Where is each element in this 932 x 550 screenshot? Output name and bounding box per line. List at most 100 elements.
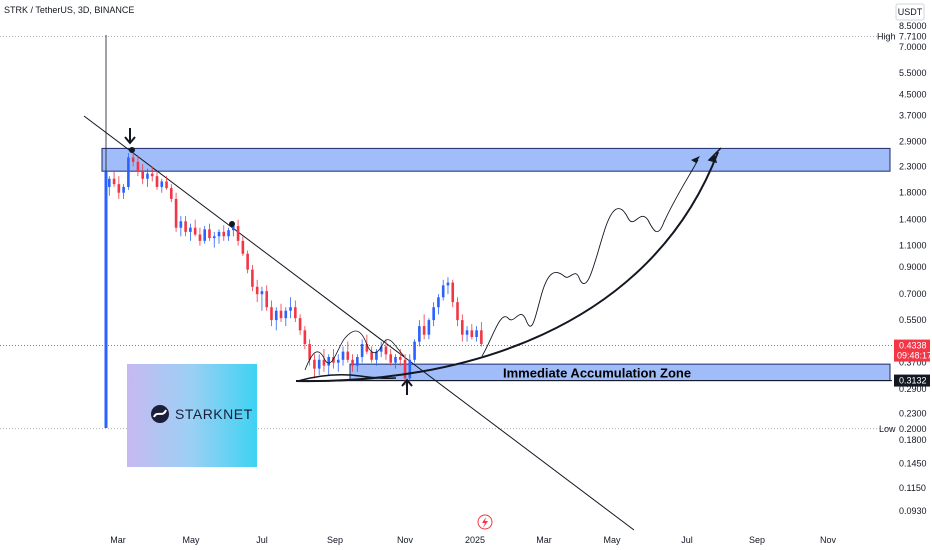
- price-tick-label: 0.5500: [899, 315, 927, 325]
- projection-arc[interactable]: [295, 151, 719, 383]
- candle-body: [127, 157, 130, 187]
- candle-body: [289, 307, 292, 311]
- price-tick-label: 1.1000: [899, 241, 927, 251]
- candle-body: [365, 344, 369, 352]
- currency-button[interactable]: [895, 3, 925, 21]
- price-tick-label: 0.2900: [899, 384, 927, 394]
- candle-countdown: 09:48:17: [897, 351, 932, 361]
- price-tick-label: 7.0000: [899, 42, 927, 52]
- currency-label: USDT: [898, 7, 923, 17]
- candle-body: [155, 176, 159, 187]
- descending-trendline[interactable]: [83, 115, 635, 531]
- candle-body: [384, 346, 388, 355]
- candle-body: [112, 178, 116, 185]
- candle-body: [198, 234, 202, 241]
- starknet-logo-swoosh: [153, 409, 167, 418]
- candle-body: [279, 310, 283, 319]
- candle-body: [208, 229, 211, 239]
- candle-body: [246, 253, 249, 270]
- candle-body: [265, 291, 269, 308]
- price-tick-label: 0.0930: [899, 506, 927, 516]
- time-axis: Mar May Jul Sep Nov 2025 Mar May Jul Sep Nov: [110, 535, 836, 545]
- candle-body: [327, 357, 331, 366]
- candle-body: [150, 173, 154, 177]
- candle-body: [379, 346, 383, 352]
- candle-body: [313, 359, 316, 369]
- current-price-value: 0.4338: [899, 341, 927, 351]
- candle-body: [336, 359, 340, 363]
- candle-body: [422, 326, 426, 335]
- time-tick-label: 2025: [465, 535, 485, 545]
- candle-body: [437, 297, 440, 308]
- bottom-arrow-icon: [401, 378, 413, 395]
- candle-body: [427, 320, 431, 335]
- high-label: High: [877, 31, 896, 41]
- top-pivot-dot: [129, 147, 135, 153]
- price-tick-label: 0.7000: [899, 289, 927, 299]
- price-axis: 8.5000 7.0000 5.5000 4.5000 3.7000 2.9000 2.30…: [899, 21, 927, 516]
- time-tick-label: May: [182, 535, 200, 545]
- symbol-header[interactable]: STRK / TetherUS, 3D, BINANCE: [4, 5, 134, 15]
- candle-body: [451, 282, 455, 303]
- price-tick-label: 0.2300: [899, 409, 927, 419]
- candle-body: [179, 221, 183, 228]
- starknet-logo-text: STARKNET: [175, 406, 253, 422]
- candle-body: [184, 221, 187, 232]
- price-tick-label: 0.1800: [899, 435, 927, 445]
- top-arrow-icon: [124, 128, 136, 145]
- candle-body: [441, 285, 445, 298]
- candle-body: [165, 181, 168, 189]
- resistance-zone[interactable]: [101, 147, 891, 172]
- projected-path: [481, 159, 699, 357]
- candle-body: [141, 171, 144, 179]
- projection-arc-arrowhead: [707, 147, 722, 164]
- time-tick-label: Jul: [681, 535, 693, 545]
- candle-body: [308, 344, 311, 360]
- time-tick-label: Jul: [256, 535, 268, 545]
- low-label: Low: [879, 424, 896, 434]
- chart-background: [0, 0, 892, 550]
- price-tick-label: 4.5000: [899, 89, 927, 99]
- lower-high-dot: [229, 221, 235, 227]
- candle-body: [470, 330, 474, 337]
- candle-body: [160, 181, 164, 187]
- candle-body: [222, 231, 226, 237]
- candle-body: [303, 330, 307, 345]
- price-tick-label: 5.5000: [899, 68, 927, 78]
- starknet-logo-card: [127, 364, 257, 467]
- candle-body: [117, 184, 121, 193]
- candle-body: [122, 186, 125, 193]
- candle-body: [403, 359, 407, 379]
- low-value: 0.2000: [899, 424, 927, 434]
- time-tick-label: Sep: [327, 535, 343, 545]
- candle-body: [332, 357, 335, 363]
- candle-body: [212, 236, 216, 239]
- candle-body: [480, 330, 483, 345]
- candle-body: [389, 354, 393, 363]
- candle-body: [255, 286, 259, 295]
- price-tick-label: 8.5000: [899, 21, 927, 31]
- candle-body: [298, 318, 302, 331]
- price-tick-label: 0.9000: [899, 262, 927, 272]
- candle-body: [217, 231, 221, 237]
- lightning-icon-bolt: [482, 517, 488, 528]
- candle-body: [432, 307, 435, 321]
- price-tick-label: 2.3000: [899, 161, 927, 171]
- time-tick-label: Nov: [820, 535, 837, 545]
- candle-body: [284, 310, 288, 319]
- accumulation-swing-path: [304, 330, 405, 371]
- candle-body: [446, 282, 450, 286]
- candle-body: [413, 341, 416, 360]
- accumulation-zone-label: Immediate Accumulation Zone: [503, 365, 691, 380]
- candle-body: [241, 240, 245, 254]
- candle-body: [146, 173, 149, 179]
- candle-body: [341, 351, 345, 360]
- time-tick-label: Sep: [749, 535, 765, 545]
- price-axis-background: [892, 0, 932, 550]
- price-tick-label: 1.4000: [899, 215, 927, 225]
- candle-body: [294, 307, 297, 319]
- candle-body: [174, 198, 178, 228]
- candle-body: [193, 227, 197, 235]
- candle-body: [203, 229, 206, 241]
